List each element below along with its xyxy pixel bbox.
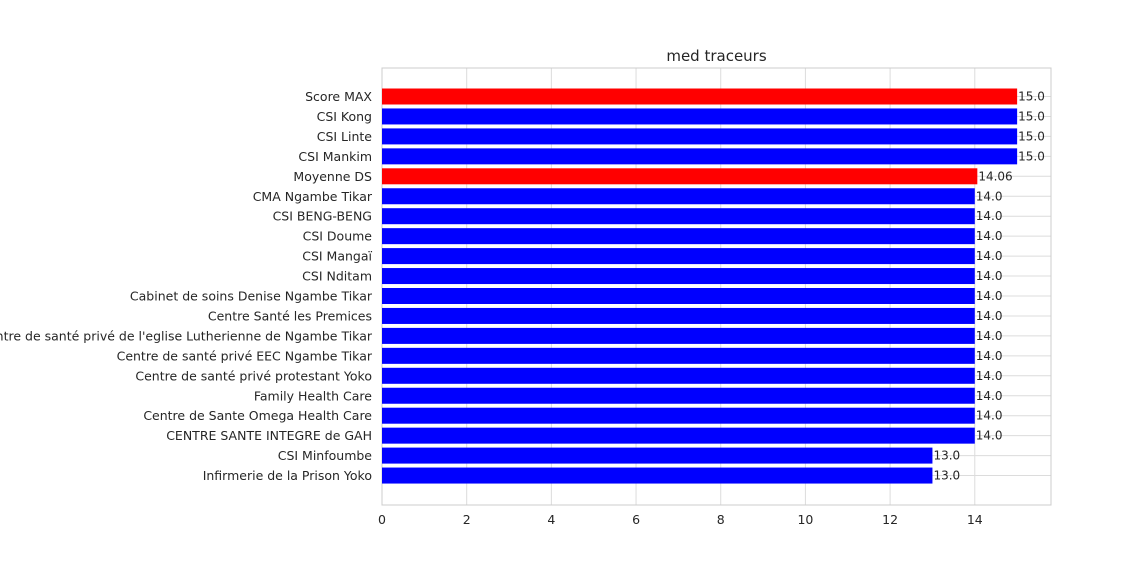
category-label: CSI Linte [317, 129, 373, 144]
category-label: CENTRE SANTE INTEGRE de GAH [166, 428, 372, 443]
category-label: Centre de Sante Omega Health Care [143, 408, 372, 423]
bar [382, 367, 975, 384]
category-label: CSI BENG-BENG [273, 209, 372, 224]
category-label: Centre Santé les Premices [208, 308, 372, 323]
data-label: 15.0 [1018, 90, 1045, 104]
data-label: 14.0 [976, 409, 1003, 423]
data-label: 15.0 [1018, 129, 1045, 143]
chart-title: med traceurs [666, 47, 767, 65]
bar [382, 228, 975, 245]
data-label: 14.0 [976, 329, 1003, 343]
data-label: 15.0 [1018, 149, 1045, 163]
category-label: Cabinet de soins Denise Ngambe Tikar [130, 289, 373, 304]
category-label: Moyenne DS [293, 169, 372, 184]
data-label: 14.0 [976, 369, 1003, 383]
category-label: CSI Kong [317, 109, 372, 124]
data-label: 14.0 [976, 389, 1003, 403]
bar [382, 387, 975, 404]
category-label: CSI Nditam [302, 269, 372, 284]
category-label: CSI Minfoumbe [278, 448, 373, 463]
category-label: CSI Mangaï [302, 249, 372, 264]
data-label: 14.06 [978, 169, 1012, 183]
x-tick-label: 2 [463, 512, 471, 527]
data-label: 14.0 [976, 209, 1003, 223]
x-tick-label: 0 [378, 512, 386, 527]
bar [382, 108, 1018, 125]
plot-frame [381, 67, 1052, 506]
data-label: 13.0 [933, 449, 960, 463]
bar [382, 168, 978, 185]
x-tick-label: 6 [632, 512, 640, 527]
x-tick-label: 4 [547, 512, 555, 527]
bar [382, 347, 975, 364]
data-label: 14.0 [976, 229, 1003, 243]
bar [382, 407, 975, 424]
bar [382, 268, 975, 285]
category-label: Infirmerie de la Prison Yoko [203, 468, 372, 483]
bar [382, 307, 975, 324]
category-label: CSI Mankim [298, 149, 372, 164]
data-label: 14.0 [976, 269, 1003, 283]
category-label: Centre de santé privé protestant Yoko [135, 368, 372, 383]
x-tick-label: 8 [717, 512, 725, 527]
data-label: 15.0 [1018, 109, 1045, 123]
bar [382, 188, 975, 205]
data-label: 14.0 [976, 309, 1003, 323]
bar [382, 467, 933, 484]
x-tick-label: 12 [882, 512, 898, 527]
bar [382, 128, 1018, 145]
bar [382, 288, 975, 304]
category-label: CMA Ngambe Tikar [253, 189, 373, 204]
data-label: 14.0 [976, 249, 1003, 263]
category-label: Family Health Care [254, 388, 372, 403]
data-label: 14.0 [976, 429, 1003, 443]
category-label: Centre de santé privé EEC Ngambe Tikar [117, 348, 373, 363]
bar [382, 327, 975, 344]
bar [382, 248, 975, 265]
category-label: CSI Doume [303, 229, 373, 244]
bar [382, 208, 975, 225]
category-label: Centre de santé privé de l'eglise Luther… [0, 328, 373, 343]
data-label: 14.0 [976, 289, 1003, 303]
data-label: 14.0 [976, 349, 1003, 363]
x-tick-label: 10 [797, 512, 813, 527]
category-label: Score MAX [305, 89, 372, 104]
bar [382, 427, 975, 444]
bar [382, 88, 1018, 105]
bar [382, 148, 1018, 165]
bar [382, 447, 933, 464]
x-tick-label: 14 [967, 512, 983, 527]
data-label: 13.0 [933, 469, 960, 483]
data-label: 14.0 [976, 189, 1003, 203]
